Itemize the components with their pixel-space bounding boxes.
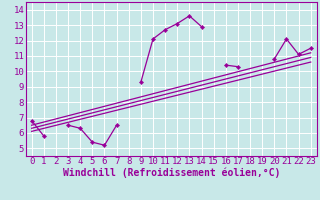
X-axis label: Windchill (Refroidissement éolien,°C): Windchill (Refroidissement éolien,°C) [62, 168, 280, 178]
